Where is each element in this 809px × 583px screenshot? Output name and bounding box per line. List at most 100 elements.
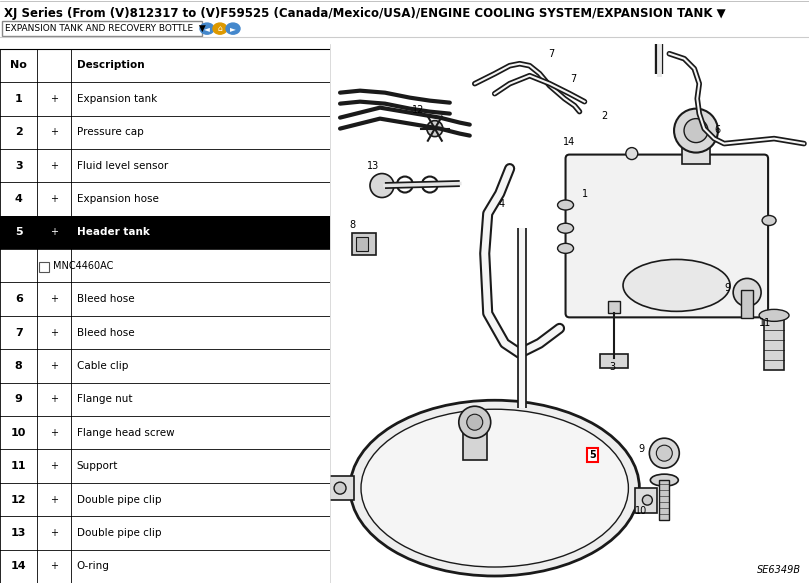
- Circle shape: [656, 445, 672, 461]
- Text: 7: 7: [570, 73, 577, 84]
- Circle shape: [459, 406, 491, 438]
- Text: 1: 1: [15, 94, 23, 104]
- Text: No: No: [11, 61, 28, 71]
- Text: Support: Support: [77, 461, 118, 471]
- Text: +: +: [50, 194, 58, 204]
- Text: 14: 14: [11, 561, 27, 571]
- Text: 9: 9: [15, 394, 23, 405]
- Ellipse shape: [350, 401, 639, 576]
- Text: Header tank: Header tank: [77, 227, 150, 237]
- Circle shape: [642, 495, 652, 505]
- Bar: [682, 142, 710, 164]
- Bar: [2, 22, 202, 36]
- Circle shape: [200, 23, 214, 34]
- Text: 2: 2: [15, 127, 23, 137]
- Text: 9: 9: [724, 283, 731, 293]
- Text: 11: 11: [11, 461, 27, 471]
- Circle shape: [674, 108, 718, 153]
- Text: 12: 12: [11, 494, 27, 504]
- Bar: [328, 476, 354, 500]
- Text: +: +: [50, 227, 58, 237]
- Text: +: +: [50, 328, 58, 338]
- Text: 13: 13: [11, 528, 27, 538]
- Text: ⌂: ⌂: [218, 24, 222, 33]
- Text: Flange nut: Flange nut: [77, 394, 133, 405]
- Text: 8: 8: [15, 361, 23, 371]
- Text: Flange head screw: Flange head screw: [77, 428, 175, 438]
- Bar: [659, 480, 669, 520]
- Bar: [608, 301, 621, 314]
- Circle shape: [213, 23, 227, 34]
- Text: +: +: [50, 160, 58, 171]
- Ellipse shape: [557, 223, 574, 233]
- Text: 10: 10: [11, 428, 27, 438]
- Text: 10: 10: [635, 506, 647, 516]
- Ellipse shape: [759, 310, 789, 321]
- Ellipse shape: [762, 216, 776, 226]
- Text: 13: 13: [366, 160, 379, 171]
- Ellipse shape: [650, 474, 678, 486]
- Text: 6: 6: [15, 294, 23, 304]
- Text: +: +: [50, 428, 58, 438]
- Text: 5: 5: [15, 227, 23, 237]
- Text: Bleed hose: Bleed hose: [77, 294, 134, 304]
- Text: +: +: [50, 394, 58, 405]
- Text: Description: Description: [77, 61, 145, 71]
- Text: Bleed hose: Bleed hose: [77, 328, 134, 338]
- Ellipse shape: [361, 409, 629, 567]
- Text: 11: 11: [759, 318, 771, 328]
- Text: EXPANSION TANK AND RECOVERY BOTTLE  ▼: EXPANSION TANK AND RECOVERY BOTTLE ▼: [5, 24, 205, 33]
- Text: +: +: [50, 361, 58, 371]
- Text: 9: 9: [638, 444, 645, 454]
- Text: 3: 3: [609, 362, 616, 373]
- Ellipse shape: [557, 200, 574, 210]
- Circle shape: [427, 121, 443, 136]
- Text: 8: 8: [349, 220, 355, 230]
- Circle shape: [626, 147, 637, 160]
- Text: 6: 6: [714, 125, 720, 135]
- Bar: [356, 237, 368, 251]
- Bar: [352, 233, 376, 255]
- Text: Double pipe clip: Double pipe clip: [77, 528, 161, 538]
- Text: +: +: [50, 461, 58, 471]
- Text: 7: 7: [15, 328, 23, 338]
- Circle shape: [226, 23, 240, 34]
- Text: Double pipe clip: Double pipe clip: [77, 494, 161, 504]
- Bar: [635, 488, 658, 513]
- Circle shape: [334, 482, 346, 494]
- Text: +: +: [50, 127, 58, 137]
- Text: +: +: [50, 494, 58, 504]
- Text: Cable clip: Cable clip: [77, 361, 129, 371]
- Circle shape: [684, 118, 708, 143]
- Bar: [0, 216, 330, 249]
- Text: +: +: [50, 294, 58, 304]
- Text: 1: 1: [582, 188, 589, 199]
- Text: Expansion hose: Expansion hose: [77, 194, 159, 204]
- Text: 2: 2: [601, 111, 608, 121]
- Text: +: +: [50, 561, 58, 571]
- Text: +: +: [50, 94, 58, 104]
- Text: 7: 7: [549, 49, 555, 59]
- Bar: [764, 315, 784, 370]
- Circle shape: [650, 438, 680, 468]
- Text: O-ring: O-ring: [77, 561, 110, 571]
- Text: ◄: ◄: [204, 24, 210, 33]
- Text: 3: 3: [15, 160, 23, 171]
- Text: 4: 4: [498, 198, 505, 209]
- Circle shape: [733, 279, 761, 307]
- Text: XJ Series (From (V)812317 to (V)F59525 (Canada/Mexico/USA)/ENGINE COOLING SYSTEM: XJ Series (From (V)812317 to (V)F59525 (…: [4, 7, 726, 20]
- Text: SE6349B: SE6349B: [757, 565, 801, 575]
- FancyBboxPatch shape: [565, 154, 768, 317]
- Text: Pressure cap: Pressure cap: [77, 127, 144, 137]
- Text: 4: 4: [15, 194, 23, 204]
- Text: 12: 12: [412, 104, 424, 115]
- Bar: [463, 430, 487, 460]
- Text: 5: 5: [589, 450, 596, 460]
- Text: 14: 14: [563, 136, 576, 146]
- Circle shape: [467, 415, 483, 430]
- Text: Fluid level sensor: Fluid level sensor: [77, 160, 168, 171]
- Ellipse shape: [623, 259, 730, 311]
- Ellipse shape: [557, 243, 574, 254]
- Text: MNC4460AC: MNC4460AC: [53, 261, 113, 271]
- Text: ►: ►: [230, 24, 236, 33]
